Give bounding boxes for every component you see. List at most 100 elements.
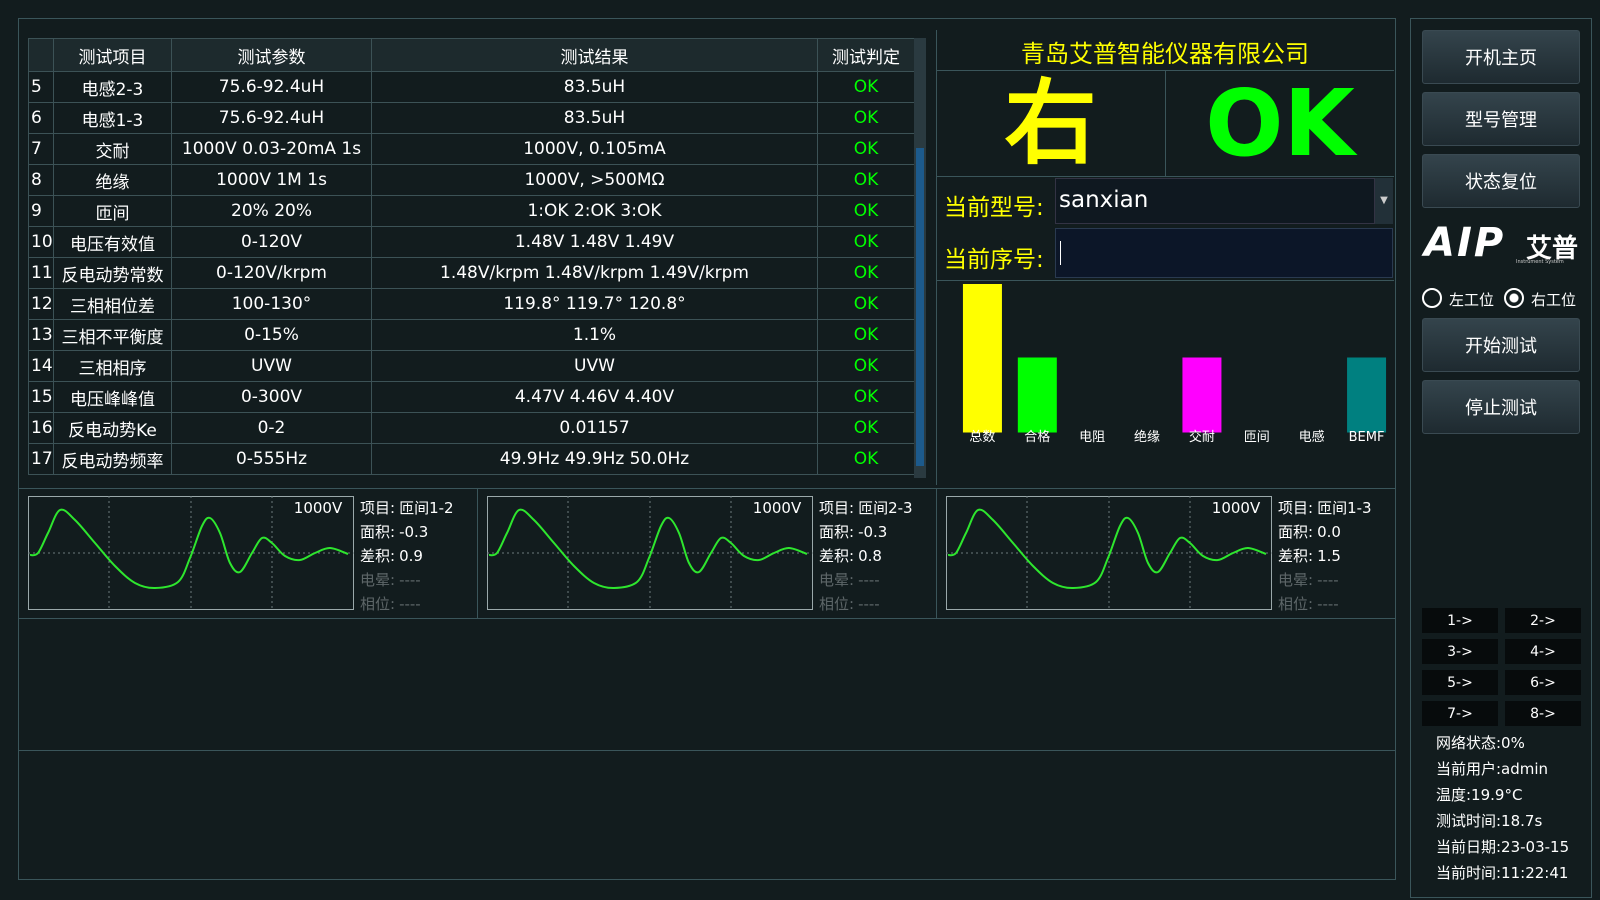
- field-label: 面积:: [360, 523, 396, 541]
- field-label: 差积:: [819, 547, 855, 565]
- nav-button[interactable]: 2->: [1505, 608, 1581, 633]
- table-row[interactable]: 5 电感2-3 75.6-92.4uH 83.5uH OK: [28, 71, 914, 103]
- nav-button[interactable]: 6->: [1505, 670, 1581, 695]
- verdict-cell: OK: [817, 164, 914, 196]
- divider: [18, 618, 1396, 619]
- category-label: 绝缘: [1134, 429, 1160, 445]
- table-row[interactable]: 14 三相相序 UVW UVW OK: [28, 350, 914, 382]
- cell: 1000V 0.03-20mA 1s: [171, 133, 372, 165]
- category-label: 电阻: [1079, 430, 1105, 445]
- cell: 12: [28, 288, 54, 320]
- status-line: 当前用户:admin: [1436, 760, 1549, 778]
- cell: 三相相序: [53, 350, 172, 382]
- table-row[interactable]: 9 匝间 20% 20% 1:OK 2:OK 3:OK OK: [28, 195, 914, 227]
- cell: 8: [28, 164, 54, 196]
- table-row[interactable]: 10 电压有效值 0-120V 1.48V 1.48V 1.49V OK: [28, 226, 914, 258]
- dropdown-arrow[interactable]: ▼: [1375, 178, 1393, 224]
- field-value: ----: [1317, 595, 1339, 613]
- nav-button[interactable]: 3->: [1422, 639, 1498, 664]
- cell: 0.01157: [371, 412, 818, 444]
- cell: 49.9Hz 49.9Hz 50.0Hz: [371, 443, 818, 475]
- field-value: 匝间1-3: [1317, 499, 1372, 517]
- text-cursor: [1060, 241, 1061, 265]
- waveform-field: 项目: 匝间2-3: [819, 497, 913, 518]
- status-line: 当前日期:23-03-15: [1436, 838, 1570, 856]
- nav-button[interactable]: 1->: [1422, 608, 1498, 633]
- status-line: 当前时间:11:22:41: [1436, 864, 1569, 882]
- menu-button[interactable]: 型号管理: [1422, 92, 1580, 146]
- cell: 0-300V: [171, 381, 372, 413]
- cell: 0-2: [171, 412, 372, 444]
- waveform-field: 相位: ----: [360, 593, 421, 614]
- menu-button[interactable]: 开机主页: [1422, 30, 1580, 84]
- cell: 13: [28, 319, 54, 351]
- verdict-cell: OK: [817, 288, 914, 320]
- status-line: 网络状态:0%: [1436, 734, 1525, 752]
- radio-label[interactable]: 左工位: [1449, 291, 1495, 309]
- table-row[interactable]: 8 绝缘 1000V 1M 1s 1000V, >500MΩ OK: [28, 164, 914, 196]
- cell: 电压峰峰值: [53, 381, 172, 413]
- main-frame: [18, 18, 1396, 880]
- field-label: 面积:: [819, 523, 855, 541]
- field-value: ----: [858, 595, 880, 613]
- cell: 1:OK 2:OK 3:OK: [371, 195, 818, 227]
- nav-button[interactable]: 5->: [1422, 670, 1498, 695]
- field-label: 项目:: [819, 499, 855, 517]
- table-row[interactable]: 17 反电动势频率 0-555Hz 49.9Hz 49.9Hz 50.0Hz OK: [28, 443, 914, 475]
- table-row[interactable]: 12 三相相位差 100-130° 119.8° 119.7° 120.8° OK: [28, 288, 914, 320]
- field-label: 电晕:: [360, 571, 396, 589]
- bar: [1182, 357, 1222, 433]
- waveform-field: 电晕: ----: [819, 569, 880, 590]
- radio-button[interactable]: [1504, 288, 1524, 308]
- nav-button[interactable]: 4->: [1505, 639, 1581, 664]
- serial-input[interactable]: [1055, 228, 1393, 278]
- table-row[interactable]: 7 交耐 1000V 0.03-20mA 1s 1000V, 0.105mA OK: [28, 133, 914, 165]
- cell: 11: [28, 257, 54, 289]
- action-button[interactable]: 停止测试: [1422, 380, 1580, 434]
- field-value: 1.5: [1317, 547, 1341, 565]
- category-label: BEMF: [1349, 430, 1385, 445]
- radio-button[interactable]: [1422, 288, 1442, 308]
- table-row[interactable]: 13 三相不平衡度 0-15% 1.1% OK: [28, 319, 914, 351]
- voltage-label: 1000V: [753, 499, 802, 517]
- cell: 83.5uH: [371, 102, 818, 134]
- model-label: 当前型号:: [944, 195, 1044, 221]
- nav-button[interactable]: 7->: [1422, 701, 1498, 726]
- divider: [936, 489, 937, 618]
- model-select[interactable]: sanxian: [1055, 178, 1375, 224]
- scrollbar[interactable]: [914, 38, 926, 478]
- field-value: 0.0: [1317, 523, 1341, 541]
- action-button[interactable]: 开始测试: [1422, 318, 1580, 372]
- field-value: 0.9: [399, 547, 423, 565]
- cell: 83.5uH: [371, 71, 818, 103]
- verdict-cell: OK: [817, 71, 914, 103]
- waveform-field: 差积: 0.9: [360, 545, 423, 566]
- divider: [936, 30, 937, 485]
- menu-button[interactable]: 状态复位: [1422, 154, 1580, 208]
- cell: 1000V 1M 1s: [171, 164, 372, 196]
- waveform-field: 面积: -0.3: [360, 521, 428, 542]
- company-name: 青岛艾普智能仪器有限公司: [1021, 40, 1309, 68]
- header-cell: 测试判定: [817, 38, 914, 72]
- verdict-cell: OK: [817, 350, 914, 382]
- verdict-cell: OK: [817, 412, 914, 444]
- field-label: 相位:: [1278, 595, 1314, 613]
- table-row[interactable]: 6 电感1-3 75.6-92.4uH 83.5uH OK: [28, 102, 914, 134]
- result-indicator: OK: [1205, 70, 1355, 177]
- cell: UVW: [371, 350, 818, 382]
- table-row[interactable]: 15 电压峰峰值 0-300V 4.47V 4.46V 4.40V OK: [28, 381, 914, 413]
- waveform-field: 相位: ----: [819, 593, 880, 614]
- table-row[interactable]: 11 反电动势常数 0-120V/krpm 1.48V/krpm 1.48V/krpm…: [28, 257, 914, 289]
- divider: [477, 489, 478, 618]
- nav-button[interactable]: 8->: [1505, 701, 1581, 726]
- category-label: 电感: [1299, 429, 1325, 445]
- table-row[interactable]: 16 反电动势Ke 0-2 0.01157 OK: [28, 412, 914, 444]
- radio-label[interactable]: 右工位: [1531, 291, 1577, 309]
- field-label: 相位:: [360, 595, 396, 613]
- statistics-chart: 总数2100.0%合格150.0%电阻00.0%绝缘00.0%交耐150.0%匝…: [962, 284, 1387, 445]
- cell: 0-120V/krpm: [171, 257, 372, 289]
- category-label: 交耐: [1189, 429, 1215, 445]
- waveform-curve: [947, 508, 1267, 590]
- cell: 1000V, 0.105mA: [371, 133, 818, 165]
- scroll-thumb[interactable]: [916, 148, 924, 466]
